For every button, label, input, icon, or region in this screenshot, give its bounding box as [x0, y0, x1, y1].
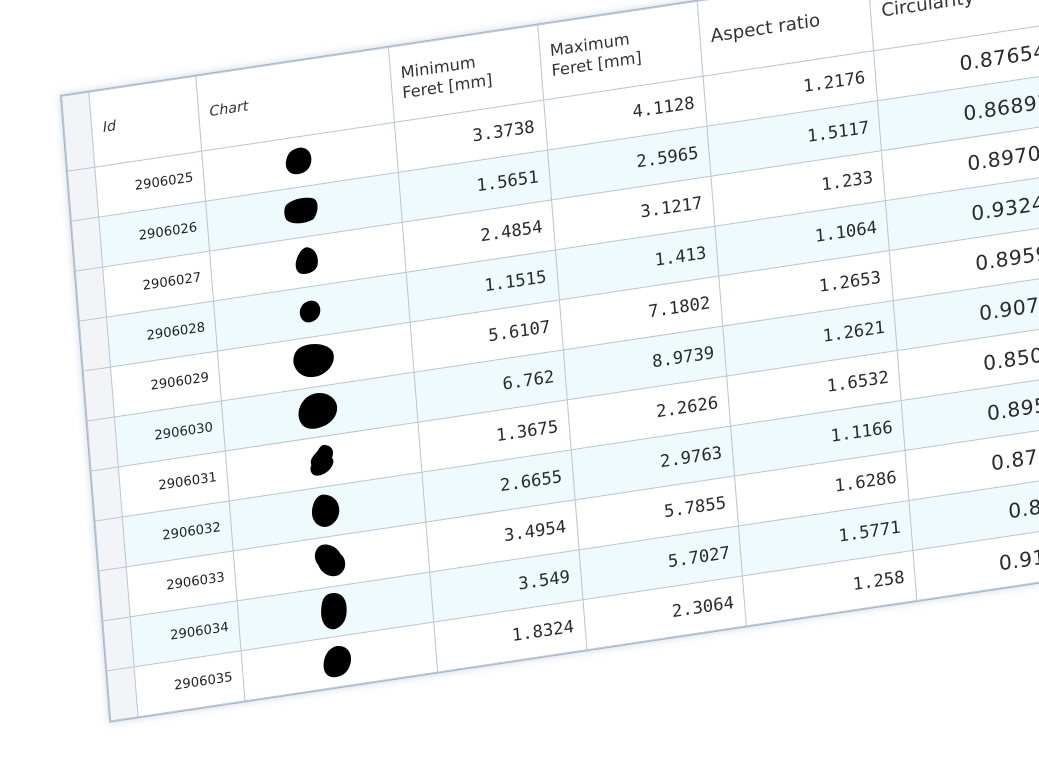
chart-cell [241, 622, 438, 701]
particle-silhouette [310, 444, 334, 476]
chart-cell [213, 272, 410, 352]
particle-shape-icon [293, 343, 334, 377]
particle-shape-icon [310, 444, 334, 476]
row-indicator[interactable] [79, 316, 111, 372]
chart-cell [229, 472, 426, 551]
particle-silhouette [311, 494, 339, 527]
chart-cell [209, 222, 406, 302]
table-row[interactable]: 2906035 1.8324 2.3064 1.258 0.91666 [106, 523, 1039, 721]
table-row[interactable]: 2906033 3.4954 5.7855 1.6286 0.87009 [98, 423, 1039, 621]
row-indicator[interactable] [83, 366, 115, 422]
results-table: Id Chart Minimum Feret [mm] Maximum Fere… [61, 0, 1039, 721]
particle-shape-icon [298, 392, 337, 429]
table-row[interactable]: 2906027 2.4854 3.1217 1.233 0.89705 [75, 123, 1039, 322]
particle-silhouette [293, 343, 334, 377]
table-row[interactable]: 2906034 3.549 5.7027 1.5771 0.8972 [102, 473, 1039, 671]
row-indicator[interactable] [87, 416, 119, 472]
row-indicator[interactable] [98, 566, 131, 621]
table-row[interactable]: 2906030 6.762 8.9739 1.2621 0.90737 [87, 273, 1039, 472]
table-body: 2906025 3.3738 4.1128 1.2176 0.87654 290… [67, 23, 1039, 721]
particle-silhouette [320, 592, 347, 629]
row-indicator[interactable] [102, 616, 135, 671]
particle-silhouette [295, 246, 318, 274]
particle-shape-icon [299, 300, 321, 322]
particle-silhouette [299, 300, 321, 322]
particle-silhouette [298, 392, 337, 429]
table-row[interactable]: 2906029 5.6107 7.1802 1.2653 0.89594 [83, 223, 1039, 422]
particle-shape-icon [320, 592, 347, 629]
row-indicator[interactable] [106, 666, 139, 721]
table-row[interactable]: 2906032 2.6655 2.9763 1.1166 0.89569 [95, 373, 1039, 571]
chart-cell [205, 172, 402, 252]
row-indicator[interactable] [67, 167, 100, 222]
particle-silhouette [314, 544, 346, 576]
table-row[interactable]: 2906028 1.1515 1.413 1.1064 0.93246 [79, 173, 1039, 372]
chart-cell [201, 122, 398, 202]
particle-silhouette [323, 645, 351, 677]
particle-shape-icon [311, 494, 339, 527]
chart-cell [221, 372, 418, 451]
chart-cell [217, 322, 414, 401]
particle-data-grid: Id Chart Minimum Feret [mm] Maximum Fere… [60, 0, 1039, 723]
particle-silhouette [285, 147, 312, 174]
particle-shape-icon [295, 246, 318, 274]
particle-shape-icon [314, 544, 346, 576]
table-row[interactable]: 2906031 1.3675 2.2626 1.6532 0.85095 [91, 323, 1039, 521]
chart-cell [237, 572, 434, 651]
table-row[interactable]: 2906025 3.3738 4.1128 1.2176 0.87654 [67, 23, 1039, 222]
particle-silhouette [284, 197, 318, 223]
particle-shape-icon [285, 147, 312, 174]
table-row[interactable]: 2906026 1.5651 2.5965 1.5117 0.86893 [71, 73, 1039, 272]
row-indicator[interactable] [75, 267, 108, 322]
particle-shape-icon [323, 645, 351, 677]
particle-shape-icon [284, 197, 318, 223]
row-indicator[interactable] [71, 217, 104, 272]
chart-cell [225, 422, 422, 501]
chart-cell [233, 522, 430, 601]
row-indicator[interactable] [91, 466, 123, 521]
row-indicator[interactable] [95, 516, 127, 571]
